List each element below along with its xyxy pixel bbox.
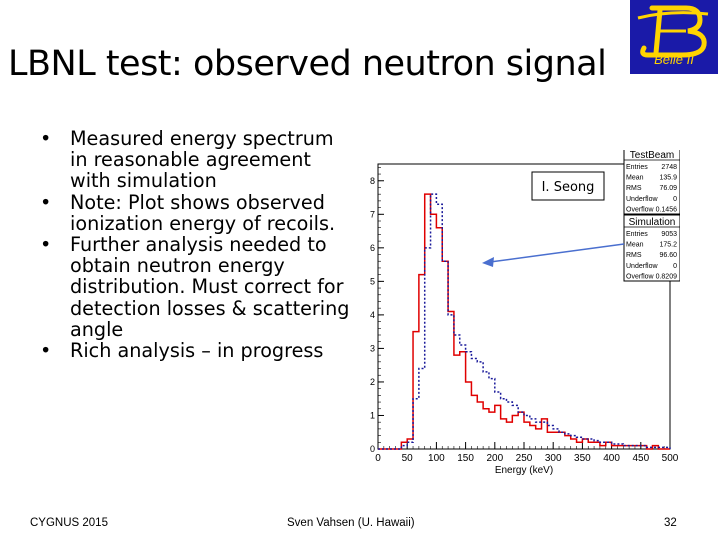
stats-box-value: 0 (673, 263, 677, 270)
y-tick-label: 1 (370, 410, 375, 420)
histogram-chart: 0 1 2 3 4 5 6 7 8 0 50 100 150 200 250 300 350 400 450 500 E… (370, 150, 680, 476)
stats-box-value: 76.09 (659, 185, 677, 192)
y-tick-label: 7 (370, 209, 375, 219)
stats-box-key: Underflow (626, 196, 658, 203)
x-tick-label: 400 (603, 453, 620, 464)
y-tick-label: 6 (370, 243, 375, 253)
bullet-list: • Measured energy spectrum in reasonable … (30, 128, 350, 361)
annotation-box (531, 171, 605, 201)
footer-author: Sven Vahsen (U. Hawaii) (287, 517, 415, 529)
stats-box-title: Simulation (629, 217, 676, 228)
stats-box-key: Underflow (626, 263, 658, 270)
x-tick-label: 300 (545, 453, 562, 464)
bullet-symbol: • (40, 190, 52, 214)
y-tick-label: 2 (370, 377, 375, 387)
bullet-symbol: • (40, 339, 52, 363)
bullet-text: Measured energy spectrum in reasonable a… (70, 127, 334, 193)
y-tick-label: 8 (370, 176, 375, 186)
annotation-arrow-head (482, 257, 494, 267)
stats-box-value: 135.9 (659, 175, 677, 182)
stats-box-value: 0.1456 (656, 206, 678, 213)
stats-box-key: Overflow (626, 206, 655, 213)
y-tick-label: 3 (370, 343, 375, 353)
x-tick-label: 500 (662, 453, 679, 464)
bullet-item: • Measured energy spectrum in reasonable … (30, 128, 350, 192)
stats-box-key: Entries (626, 164, 648, 171)
bullet-text: Further analysis needed to obtain neutro… (70, 233, 350, 341)
y-tick-label: 5 (370, 276, 375, 286)
belle-logo-b-icon (637, 5, 709, 58)
x-tick-label: 450 (632, 453, 649, 464)
y-tick-label: 4 (370, 310, 375, 320)
x-tick-label: 0 (375, 453, 381, 464)
x-tick-label: 200 (486, 453, 503, 464)
bullet-symbol: • (40, 127, 52, 150)
stats-box-key: RMS (626, 252, 642, 259)
chart-series (378, 193, 671, 450)
footer-conference: CYGNUS 2015 (30, 517, 108, 529)
annotation-arrow-line (489, 243, 625, 263)
stats-box-value: 0.8209 (656, 273, 678, 280)
x-tick-label: 150 (457, 453, 474, 464)
stats-box-key: Mean (626, 175, 644, 182)
annotation-text: I. Seong (542, 180, 595, 195)
x-axis-label: Energy (keV) (495, 465, 553, 476)
histogram-series-simulation (378, 193, 671, 450)
x-tick-label: 100 (428, 453, 445, 464)
stats-box (623, 214, 680, 282)
stats-box (623, 150, 680, 215)
belle-ii-logo: Belle II (630, 0, 718, 74)
stats-box-key: RMS (626, 185, 642, 192)
bullet-symbol: • (40, 233, 52, 257)
stats-box-key: Mean (626, 242, 644, 249)
stats-box-value: 9053 (661, 231, 677, 238)
chart-axes: 0 1 2 3 4 5 6 7 8 0 50 100 150 200 250 300 350 400 450 500 E… (370, 163, 679, 476)
stats-box-value: 96.60 (659, 252, 677, 259)
stats-box-value: 2748 (661, 164, 677, 171)
stats-box-title: TestBeam (630, 150, 674, 161)
bullet-text: Rich analysis – in progress (70, 339, 324, 363)
bullet-item: • Further analysis needed to obtain neutr… (30, 234, 350, 340)
stats-box-value: 0 (673, 196, 677, 203)
stats-box-key: Entries (626, 231, 648, 238)
slide-number: 32 (664, 517, 677, 529)
y-tick-label: 0 (370, 444, 375, 454)
stats-box-value: 175.2 (659, 242, 677, 249)
x-tick-label: 350 (574, 453, 591, 464)
bullet-text: Note: Plot shows observed ionization ene… (70, 190, 336, 235)
bullet-item: • Rich analysis – in progress (30, 340, 350, 361)
x-tick-label: 250 (516, 453, 533, 464)
x-tick-label: 50 (402, 453, 414, 464)
stats-box-key: Overflow (626, 273, 655, 280)
slide-title: LBNL test: observed neutron signal (8, 44, 607, 84)
logo-label: Belle II (654, 52, 694, 67)
bullet-item: • Note: Plot shows observed ionization en… (30, 190, 350, 235)
